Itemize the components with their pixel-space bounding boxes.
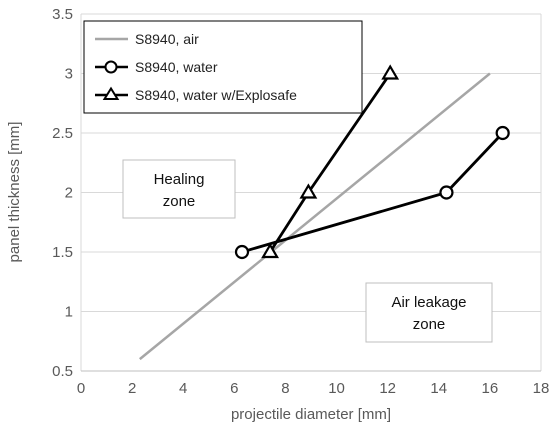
- marker-triangle: [299, 183, 318, 199]
- y-axis-title: panel thickness [mm]: [6, 122, 23, 263]
- healing-zone-line-1: Healing: [154, 171, 205, 188]
- x-tick-label: 12: [379, 380, 396, 397]
- x-tick-label: 6: [230, 380, 238, 397]
- series-markers: [234, 64, 510, 260]
- marker-triangle: [381, 64, 400, 80]
- annotation-healing-zone: Healing zone: [122, 159, 236, 219]
- legend-label-explosafe: S8940, water w/Explosafe: [135, 87, 297, 103]
- air-leakage-zone-box: [365, 282, 493, 343]
- y-tick-label: 2: [65, 185, 73, 202]
- x-tick-labels: 0 2 4 6 8 10 12 14 16 18: [77, 380, 550, 397]
- x-tick-label: 4: [179, 380, 187, 397]
- x-tick-label: 2: [128, 380, 136, 397]
- legend: S8940, air S8940, water S8940, water w/E…: [83, 20, 363, 114]
- x-tick-label: 16: [482, 380, 499, 397]
- x-tick-label: 10: [328, 380, 345, 397]
- legend-label-air: S8940, air: [135, 31, 199, 47]
- marker-triangle: [261, 242, 280, 259]
- legend-marker-explosafe: [102, 86, 120, 100]
- x-tick-label: 0: [77, 380, 85, 397]
- y-tick-label: 2.5: [52, 125, 73, 142]
- y-tick-label: 0.5: [52, 363, 73, 380]
- y-tick-label: 3: [65, 66, 73, 83]
- x-tick-label: 18: [533, 380, 550, 397]
- healing-zone-box: [122, 159, 236, 219]
- marker-circle: [234, 244, 250, 260]
- air-leakage-zone-line-2: zone: [413, 316, 446, 333]
- y-tick-label: 1.5: [52, 244, 73, 261]
- x-tick-label: 8: [281, 380, 289, 397]
- annotation-air-leakage-zone: Air leakage zone: [365, 282, 493, 343]
- legend-box: [83, 20, 363, 114]
- marker-circle: [495, 125, 510, 141]
- y-tick-label: 1: [65, 304, 73, 321]
- healing-zone-line-2: zone: [163, 193, 196, 210]
- marker-circle: [439, 185, 454, 200]
- series-line-0: [139, 72, 491, 361]
- y-tick-label: 3.5: [52, 6, 73, 23]
- x-axis-title: projectile diameter [mm]: [231, 406, 391, 423]
- legend-label-water: S8940, water: [135, 59, 218, 75]
- y-tick-labels: 0.5 1 1.5 2 2.5 3 3.5: [52, 6, 73, 380]
- legend-marker-water: [104, 60, 118, 74]
- air-leakage-zone-line-1: Air leakage: [391, 294, 466, 311]
- x-tick-label: 14: [430, 380, 447, 397]
